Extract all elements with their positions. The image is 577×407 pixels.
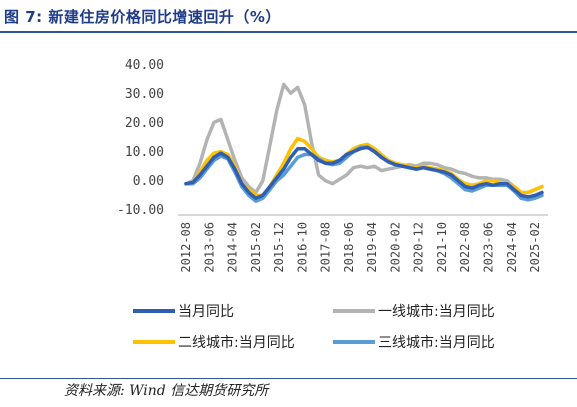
x-tick-label: 2017-08: [319, 222, 333, 273]
x-tick-label: 2012-08: [179, 222, 193, 273]
legend-label: 二线城市:当月同比: [178, 334, 295, 351]
x-tick-label: 2025-02: [528, 222, 542, 273]
x-tick-label: 2020-12: [412, 222, 426, 273]
x-tick-label: 2014-04: [226, 222, 240, 273]
x-tick-label: 2018-06: [342, 222, 356, 273]
y-tick-label: -10.00: [117, 203, 164, 218]
y-tick-label: 20.00: [125, 116, 164, 131]
line-chart: 40.00 30.00 20.00 10.00 0.00 -10.00 2012…: [117, 58, 548, 351]
y-tick-label: 40.00: [125, 58, 164, 73]
legend-label: 一线城市:当月同比: [378, 303, 495, 320]
x-tick-label: 2019-04: [365, 222, 379, 273]
x-tick-label: 2023-06: [482, 222, 496, 273]
series-line-0: [184, 145, 544, 201]
top-rule: [0, 31, 577, 33]
series-layer: [184, 82, 544, 203]
series-line-1: [184, 82, 544, 195]
x-tick-label: 2015-02: [249, 222, 263, 273]
x-tick-label: 2024-04: [505, 222, 519, 273]
page-title: 图 7: 新建住房价格同比增速回升（%）: [4, 8, 281, 26]
x-tick-label: 2013-06: [202, 222, 216, 273]
y-tick-label: 30.00: [125, 87, 164, 102]
x-tick-label: 2021-10: [435, 222, 449, 273]
legend-label: 当月同比: [178, 304, 234, 320]
y-axis: 40.00 30.00 20.00 10.00 0.00 -10.00: [117, 58, 164, 218]
y-tick-label: 0.00: [133, 174, 164, 189]
legend: 当月同比 一线城市:当月同比 二线城市:当月同比 三线城市:当月同比: [133, 303, 495, 351]
bottom-rule: [0, 378, 577, 379]
x-tick-label: 2015-12: [272, 222, 286, 273]
x-tick-label: 2022-08: [458, 222, 472, 273]
x-axis: 2012-08 2013-06 2014-04 2015-02 2015-12 2016-…: [179, 222, 542, 273]
source-note: 资料来源: Wind 信达期货研究所: [64, 383, 269, 399]
legend-label: 三线城市:当月同比: [378, 334, 495, 351]
x-tick-label: 2016-10: [295, 222, 309, 273]
x-tick-label: 2020-02: [388, 222, 402, 273]
y-tick-label: 10.00: [125, 145, 164, 160]
